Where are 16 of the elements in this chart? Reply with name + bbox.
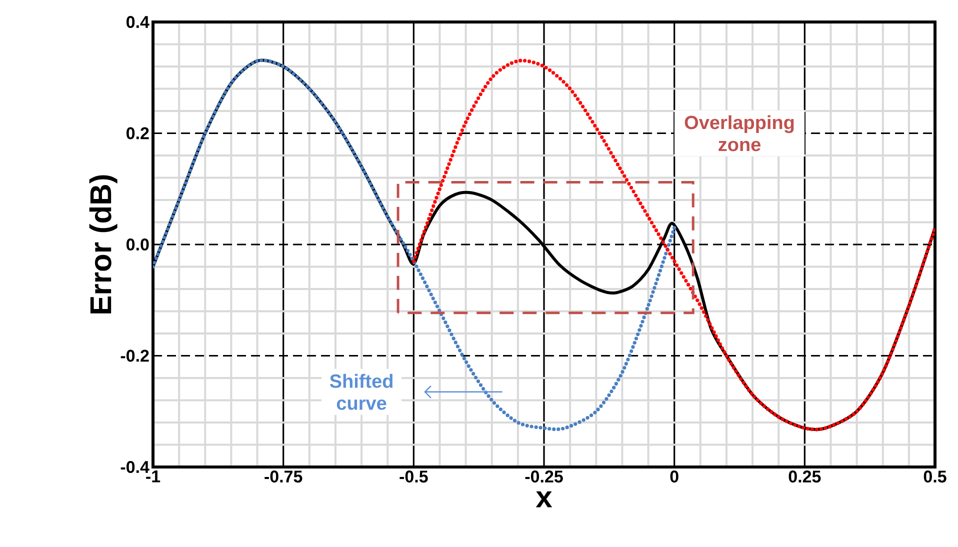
y-tick-label: 0.4 [126, 16, 150, 28]
annotation: Overlapping zone [684, 115, 794, 152]
x-tick-label: -0.75 [264, 470, 302, 483]
y-tick-label: -0.2 [120, 350, 149, 362]
y-tick-label: 0.0 [126, 238, 149, 251]
annotation: Shifted curve [330, 374, 392, 410]
x-tick-label: -0.25 [525, 470, 563, 483]
y-tick-label: 0.2 [126, 127, 149, 140]
x-tick-label: -1 [146, 470, 160, 482]
x-tick-label: 0.5 [924, 470, 946, 483]
x-tick-label: 0.25 [788, 470, 821, 483]
y-tick-label: -0.4 [120, 460, 150, 474]
x-axis-title: x [536, 491, 552, 508]
y-axis-title: Error (dB) [89, 175, 118, 314]
x-tick-label: -0.5 [400, 470, 428, 483]
x-tick-label: 0 [670, 470, 678, 483]
